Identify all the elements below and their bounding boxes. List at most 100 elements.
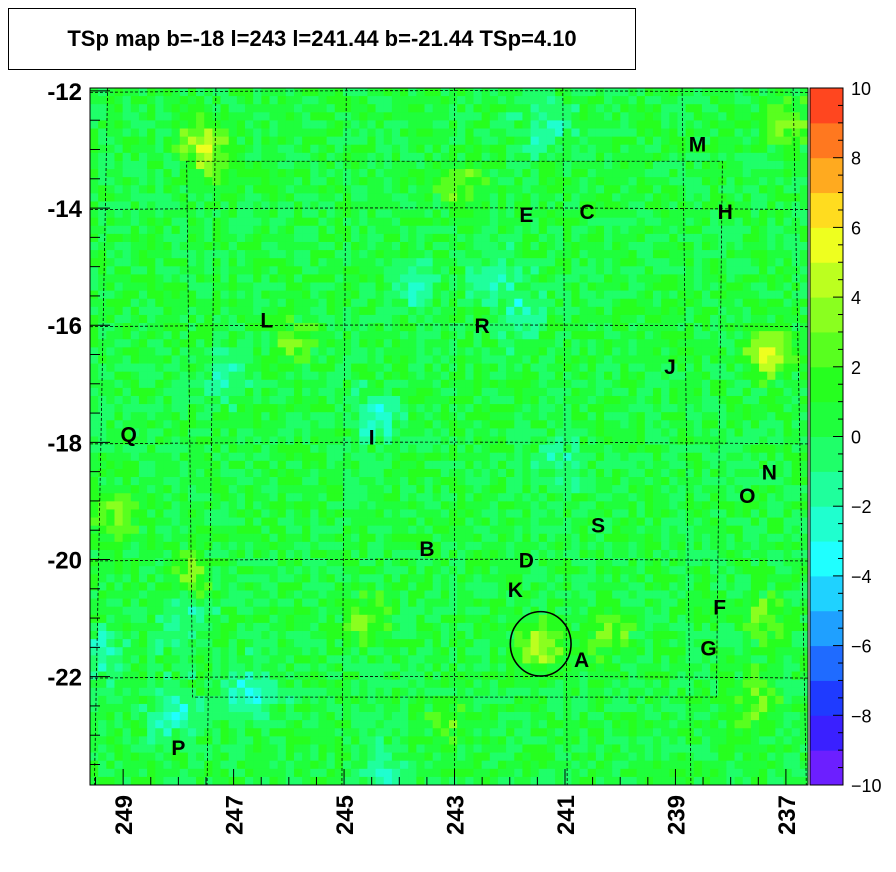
heatmap-cell [261, 485, 270, 494]
heatmap-cell [669, 444, 678, 454]
heatmap-cell [701, 387, 711, 397]
heatmap-cell [783, 160, 793, 170]
heatmap-cell [555, 258, 564, 267]
heatmap-cell [759, 363, 768, 373]
heatmap-cell [685, 485, 695, 494]
heatmap-cell [775, 282, 784, 292]
heatmap-cell [432, 160, 442, 170]
heatmap-cell [506, 266, 515, 275]
heatmap-cell [726, 420, 735, 429]
heatmap-cell [432, 452, 442, 462]
heatmap-cell [457, 444, 466, 454]
heatmap-cell [783, 185, 793, 194]
heatmap-cell [734, 533, 744, 543]
heatmap-cell [571, 468, 580, 478]
heatmap-cell [538, 136, 548, 146]
heatmap-cell [759, 274, 768, 283]
heatmap-cell [644, 120, 654, 129]
heatmap-cell [473, 306, 483, 316]
heatmap-cell [701, 88, 711, 97]
heatmap-cell [538, 379, 548, 389]
heatmap-cell [775, 517, 784, 527]
heatmap-cell [228, 258, 238, 267]
heatmap-cell [138, 444, 148, 454]
heatmap-cell [310, 331, 319, 340]
heatmap-cell [261, 355, 270, 364]
heatmap-cell [449, 444, 458, 454]
heatmap-cell [579, 185, 589, 194]
heatmap-cell [734, 460, 744, 470]
heatmap-cell [179, 104, 189, 113]
heatmap-cell [710, 169, 719, 178]
heatmap-cell [652, 468, 662, 478]
heatmap-cell [106, 144, 115, 154]
heatmap-cell [285, 404, 295, 413]
heatmap-cell [612, 96, 621, 105]
heatmap-cell [685, 128, 695, 138]
heatmap-cell [351, 533, 360, 543]
heatmap-cell [644, 420, 654, 429]
heatmap-cell [783, 177, 793, 186]
heatmap-cell [595, 201, 605, 210]
heatmap-cell [245, 266, 254, 275]
heatmap-cell [620, 298, 629, 308]
heatmap-cell [391, 314, 401, 324]
heatmap-cell [130, 428, 140, 437]
heatmap-cell [391, 460, 401, 470]
heatmap-cell [416, 331, 425, 340]
heatmap-cell [375, 420, 385, 429]
heatmap-cell [90, 460, 99, 470]
heatmap-cell [351, 525, 360, 535]
heatmap-cell [359, 331, 368, 340]
heatmap-cell [489, 274, 499, 283]
heatmap-cell [579, 363, 589, 373]
heatmap-cell [98, 128, 107, 138]
heatmap-cell [473, 485, 483, 494]
heatmap-cell [155, 509, 164, 518]
heatmap-cell [555, 217, 564, 227]
heatmap-cell [514, 404, 523, 413]
heatmap-cell [440, 144, 450, 154]
heatmap-cell [367, 193, 376, 202]
heatmap-cell [685, 314, 695, 324]
heatmap-cell [130, 379, 140, 389]
heatmap-cell [767, 144, 776, 154]
heatmap-cell [497, 120, 507, 129]
heatmap-cell [375, 355, 385, 364]
heatmap-cell [612, 258, 621, 267]
heatmap-cell [734, 314, 744, 324]
heatmap-cell [106, 152, 115, 162]
heatmap-cell [212, 112, 221, 121]
heatmap-cell [391, 517, 401, 527]
heatmap-cell [530, 201, 540, 210]
heatmap-cell [334, 468, 344, 478]
heatmap-cell [750, 258, 760, 267]
heatmap-cell [440, 420, 450, 429]
heatmap-cell [90, 201, 99, 210]
heatmap-cell [204, 371, 213, 381]
heatmap-cell [726, 88, 735, 97]
heatmap-cell [514, 517, 523, 527]
heatmap-cell [204, 274, 213, 283]
heatmap-cell [677, 339, 687, 348]
heatmap-cell [677, 485, 687, 494]
heatmap-cell [432, 444, 442, 454]
heatmap-cell [457, 355, 466, 364]
heatmap-cell [277, 355, 287, 364]
heatmap-cell [465, 314, 474, 324]
heatmap-cell [351, 428, 360, 437]
heatmap-cell [538, 112, 548, 121]
heatmap-cell [726, 371, 735, 381]
heatmap-cell [424, 266, 434, 275]
heatmap-cell [587, 420, 597, 429]
heatmap-cell [179, 339, 189, 348]
heatmap-cell [775, 290, 784, 300]
heatmap-cell [449, 379, 458, 389]
heatmap-cell [342, 241, 352, 251]
heatmap-cell [604, 493, 613, 502]
heatmap-cell [734, 177, 744, 186]
heatmap-cell [302, 485, 311, 494]
heatmap-cell [432, 355, 442, 364]
heatmap-cell [293, 152, 303, 162]
heatmap-cell [791, 412, 801, 421]
